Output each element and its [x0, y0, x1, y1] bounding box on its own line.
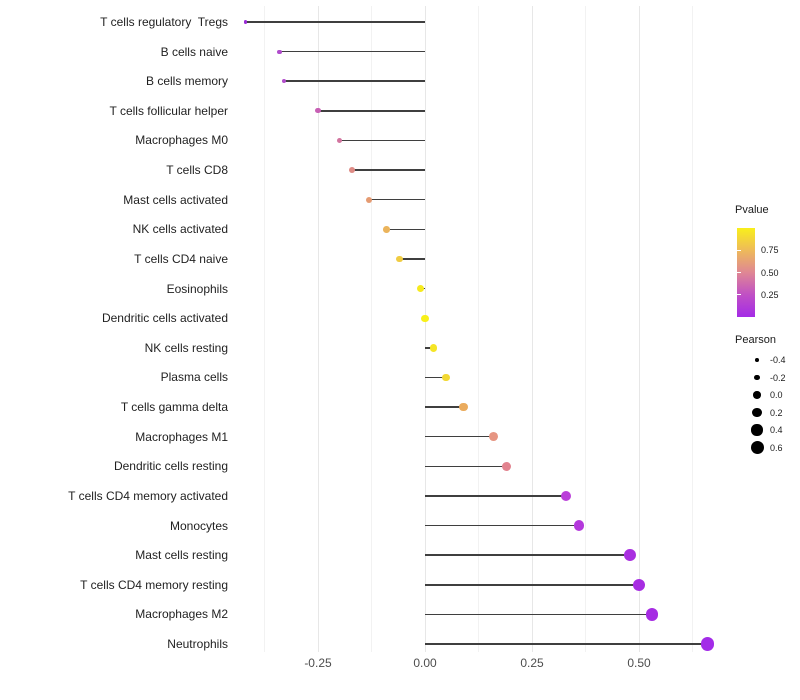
category-label: Monocytes: [169, 518, 228, 533]
pearson-size-label: 0.6: [770, 442, 783, 453]
pearson-size-dot: [751, 424, 763, 436]
lollipop-dot: [277, 49, 282, 54]
pearson-legend-title: Pearson: [735, 334, 776, 346]
pvalue-colorbar-tick-label: 0.50: [761, 267, 779, 278]
lollipop-stem: [318, 110, 425, 112]
pearson-size-label: -0.4: [770, 355, 786, 365]
pearson-size-label: 0.4: [770, 425, 783, 435]
lollipop-dot: [315, 108, 321, 114]
pearson-size-dot: [754, 374, 760, 381]
major-gridline: [531, 6, 533, 652]
lollipop-dot: [417, 284, 425, 293]
category-label: T cells CD4 memory activated: [68, 488, 228, 503]
lollipop-stem: [425, 347, 434, 349]
pearson-size-label: 0.0: [770, 390, 783, 400]
lollipop-stem: [425, 376, 447, 379]
pearson-size-label: -0.2: [770, 372, 786, 383]
pvalue-legend-title: Pvalue: [735, 204, 769, 216]
category-label: B cells memory: [145, 74, 228, 89]
pvalue-colorbar-tick: [737, 294, 741, 296]
lollipop-dot: [395, 255, 403, 263]
lollipop-stem: [425, 495, 567, 497]
lollipop-dot: [632, 578, 646, 591]
lollipop-dot: [489, 432, 498, 442]
lollipop-dot: [429, 344, 438, 352]
x-tick-label: 0.25: [520, 656, 544, 670]
category-label: Mast cells resting: [135, 548, 228, 563]
lollipop-dot: [366, 196, 373, 203]
lollipop-dot: [336, 137, 343, 144]
x-tick-label: 0.50: [627, 656, 651, 670]
category-label: Mast cells activated: [123, 192, 228, 207]
category-label: Neutrophils: [167, 637, 228, 652]
minor-gridline: [585, 6, 586, 652]
lollipop-dot: [645, 608, 659, 621]
lollipop-stem: [425, 524, 580, 527]
lollipop-stem: [425, 584, 639, 586]
pearson-size-label: 0.2: [770, 407, 783, 418]
lollipop-dot: [243, 20, 247, 24]
category-label: NK cells resting: [144, 340, 228, 355]
pearson-size-dot: [750, 441, 764, 454]
category-label: NK cells activated: [132, 222, 228, 237]
pvalue-colorbar-tick-label: 0.75: [761, 245, 779, 256]
lollipop-stem: [425, 613, 652, 616]
pearson-size-dot: [755, 358, 759, 362]
category-label: Macrophages M0: [135, 133, 228, 148]
category-label: T cells regulatory Tregs: [100, 15, 228, 29]
pvalue-colorbar-tick: [737, 272, 741, 273]
major-gridline: [317, 6, 319, 652]
pvalue-colorbar-tick: [737, 249, 741, 251]
pearson-size-dot: [753, 391, 761, 399]
lollipop-dot: [349, 167, 356, 173]
minor-gridline: [692, 6, 693, 652]
lollipop-dot: [442, 373, 451, 382]
pvalue-colorbar: [737, 228, 755, 317]
lollipop-dot: [459, 402, 468, 412]
minor-gridline: [264, 6, 265, 652]
minor-gridline: [478, 6, 479, 652]
lollipop-stem: [339, 139, 425, 142]
category-label: Dendritic cells activated: [101, 311, 228, 326]
major-gridline: [424, 6, 426, 652]
lollipop-dot: [560, 490, 572, 502]
major-gridline: [638, 6, 640, 652]
x-tick-label: 0.00: [413, 656, 437, 670]
lollipop-stem: [425, 435, 494, 438]
lollipop-stem: [425, 465, 507, 468]
lollipop-dot: [700, 637, 715, 651]
x-tick-label: -0.25: [304, 656, 332, 670]
category-label: B cells naive: [160, 44, 228, 59]
category-label: Eosinophils: [166, 281, 228, 296]
category-label: T cells CD4 memory resting: [80, 577, 228, 592]
category-label: T cells follicular helper: [109, 103, 229, 118]
lollipop-dot: [281, 79, 286, 84]
category-label: Macrophages M1: [135, 429, 228, 444]
lollipop-stem: [352, 169, 425, 171]
category-label: Plasma cells: [160, 370, 228, 385]
lollipop-stem: [283, 80, 425, 82]
pearson-size-dot: [752, 407, 762, 418]
lollipop-stem: [245, 21, 425, 23]
category-label: T cells CD8: [166, 163, 228, 178]
lollipop-stem: [279, 50, 425, 53]
lollipop-stem: [425, 406, 464, 408]
lollipop-stem: [425, 643, 708, 645]
lollipop-stem: [369, 198, 425, 201]
lollipop-stem: [399, 258, 425, 260]
minor-gridline: [371, 6, 372, 652]
lollipop-dot: [383, 226, 390, 233]
lollipop-dot: [501, 461, 511, 471]
category-label: Dendritic cells resting: [113, 459, 228, 474]
lollipop-stem: [425, 554, 631, 556]
lollipop-dot: [421, 314, 429, 322]
pvalue-colorbar-tick-label: 0.25: [761, 289, 779, 300]
category-label: T cells CD4 naive: [134, 251, 228, 266]
lollipop-dot: [624, 549, 637, 562]
category-label: T cells gamma delta: [120, 400, 228, 415]
category-label: Macrophages M2: [135, 607, 228, 622]
lollipop-dot: [573, 520, 585, 531]
lollipop-stem: [386, 228, 425, 231]
